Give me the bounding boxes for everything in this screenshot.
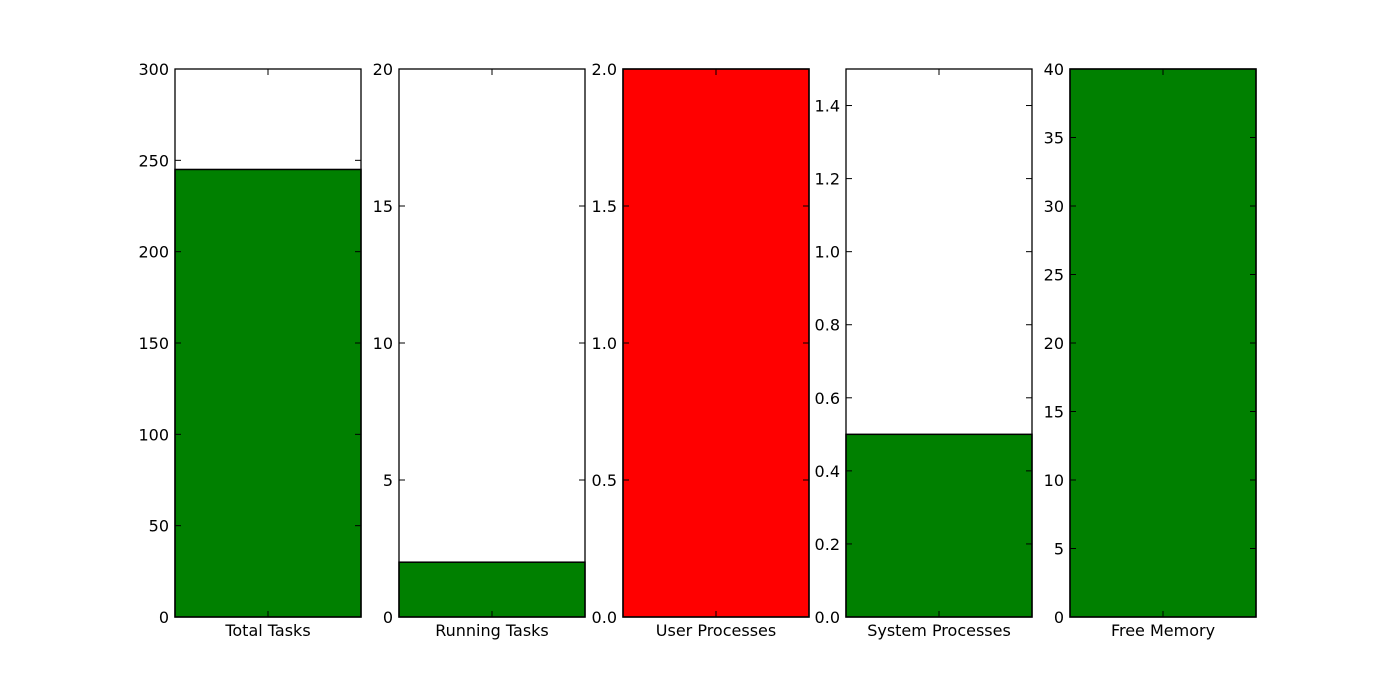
ytick-label-1-3: 150: [138, 334, 169, 353]
ytick-label-2-1: 5: [383, 471, 393, 490]
ytick-label-4-4: 0.8: [815, 316, 840, 335]
ytick-label-3-3: 1.5: [592, 197, 617, 216]
ytick-label-1-1: 50: [149, 517, 169, 536]
ytick-label-5-1: 5: [1054, 540, 1064, 559]
ytick-label-5-8: 40: [1044, 60, 1064, 79]
bar-5: [1069, 68, 1257, 618]
category-label-1: Total Tasks: [224, 621, 310, 640]
ytick-label-2-3: 15: [373, 197, 393, 216]
ytick-label-4-3: 0.6: [815, 389, 840, 408]
ytick-label-5-7: 35: [1044, 129, 1064, 148]
ytick-label-2-4: 20: [373, 60, 393, 79]
ytick-label-5-6: 30: [1044, 197, 1064, 216]
category-label-2: Running Tasks: [435, 621, 549, 640]
ytick-label-3-2: 1.0: [592, 334, 617, 353]
ytick-label-4-2: 0.4: [815, 462, 840, 481]
ytick-label-1-6: 300: [138, 60, 169, 79]
subplot-2: 0 5 10 15 20 Running Tasks: [373, 60, 586, 640]
ytick-label-5-5: 25: [1044, 266, 1064, 285]
category-label-5: Free Memory: [1111, 621, 1215, 640]
category-label-3: User Processes: [656, 621, 776, 640]
ytick-label-1-4: 200: [138, 243, 169, 262]
ytick-label-3-0: 0.0: [592, 608, 617, 627]
ytick-label-5-3: 15: [1044, 403, 1064, 422]
category-label-4: System Processes: [867, 621, 1011, 640]
subplot-1: 0 50 100 150 200 250 300 Total Tasks: [138, 60, 362, 640]
ytick-label-4-6: 1.2: [815, 170, 840, 189]
ytick-label-4-1: 0.2: [815, 535, 840, 554]
subplot-5: 0 5 10 15 20 25 30 35 40 Free Memory: [1044, 60, 1257, 640]
ytick-label-5-4: 20: [1044, 334, 1064, 353]
subplot-3: 0.0 0.5 1.0 1.5 2.0 User Processes: [592, 60, 810, 640]
ytick-label-4-5: 1.0: [815, 243, 840, 262]
ytick-label-5-2: 10: [1044, 471, 1064, 490]
ytick-label-3-4: 2.0: [592, 60, 617, 79]
subplot-4: 0.0 0.2 0.4 0.6 0.8 1.0 1.2 1.4 System Processes: [815, 68, 1033, 640]
bar-1: [174, 168, 362, 618]
ytick-label-1-0: 0: [159, 608, 169, 627]
ytick-label-1-5: 250: [138, 151, 169, 170]
ytick-label-5-0: 0: [1054, 608, 1064, 627]
bar-3: [622, 68, 810, 618]
ytick-label-4-0: 0.0: [815, 608, 840, 627]
bar-2: [398, 561, 586, 618]
bar-4: [845, 433, 1033, 618]
ytick-label-3-1: 0.5: [592, 471, 617, 490]
ytick-label-2-2: 10: [373, 334, 393, 353]
ytick-label-2-0: 0: [383, 608, 393, 627]
ytick-label-4-7: 1.4: [815, 97, 840, 116]
ytick-label-1-2: 100: [138, 425, 169, 444]
axes-frame-2: [398, 68, 586, 618]
